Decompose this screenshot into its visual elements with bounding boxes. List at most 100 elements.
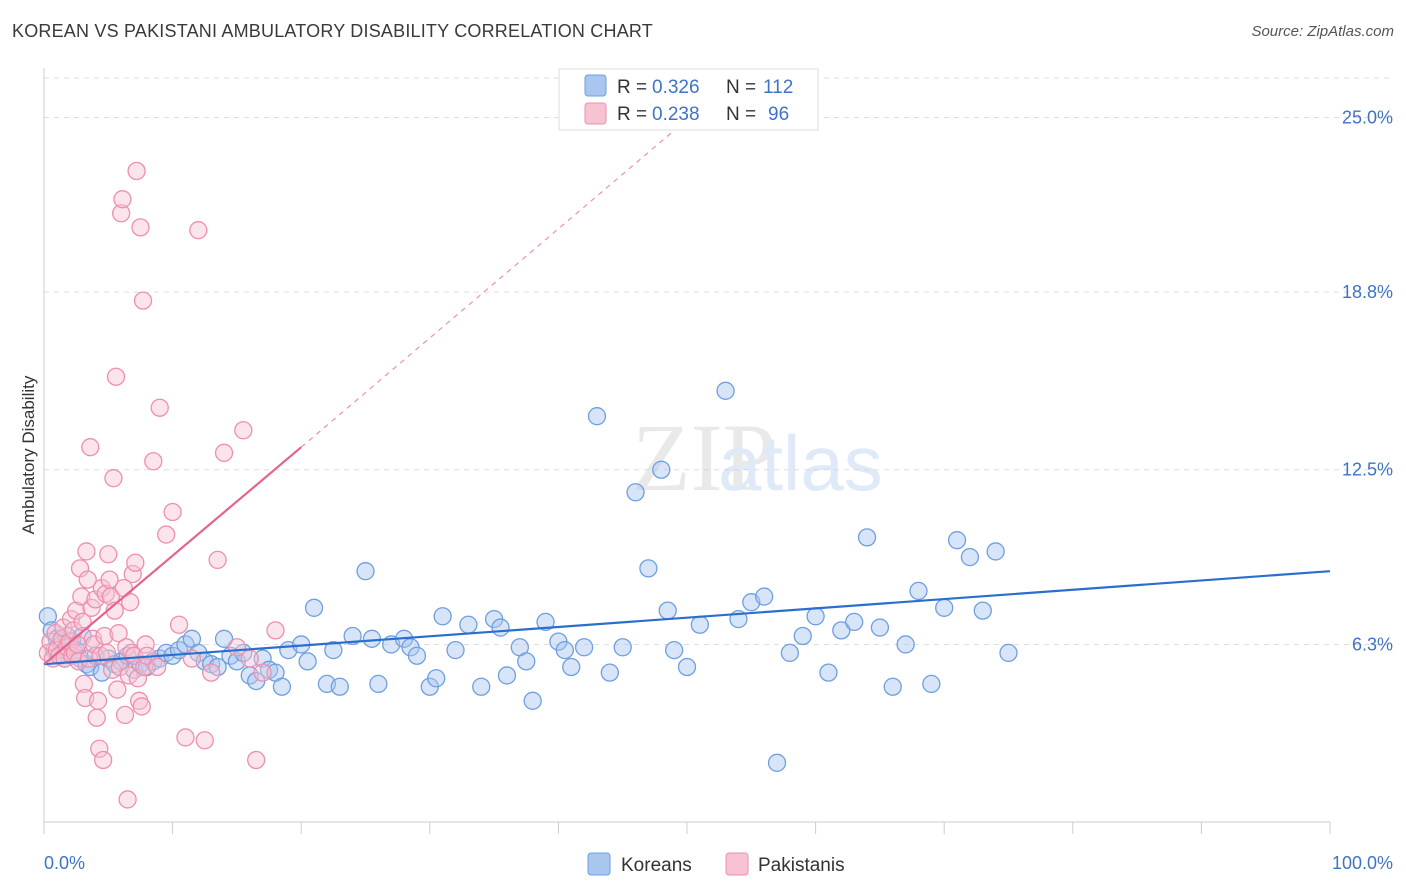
koreans-point (523, 691, 542, 710)
koreans-point (562, 657, 581, 677)
pakistanis-point (104, 469, 123, 488)
axes (43, 68, 1331, 834)
x-tick-label: 0.0% (44, 853, 85, 873)
pakistanis-point (150, 398, 169, 417)
pakistanis-point (87, 708, 106, 727)
koreans-point (304, 598, 324, 617)
koreans-point (935, 598, 954, 617)
pakistanis-point (132, 697, 151, 716)
koreans-point (587, 407, 607, 426)
legend-r-value-koreans: 0.326 (652, 77, 700, 98)
pakistanis-point (133, 291, 153, 310)
legend-n-value-koreans: 112 (763, 77, 793, 98)
koreans-trend-line (43, 570, 1331, 666)
pakistanis-point (240, 649, 259, 668)
koreans-point (427, 669, 446, 688)
pakistanis-trend-line (43, 446, 302, 666)
koreans-point (652, 460, 671, 479)
pakistanis-point (96, 584, 115, 603)
koreans-point (845, 612, 864, 632)
pakistanis-point (169, 615, 189, 634)
x-tick-labels: 0.0% 100.0% (44, 853, 1393, 873)
koreans-point (497, 666, 517, 685)
legend-swatch-pakistanis (584, 102, 607, 125)
legend-r-label: R = (617, 77, 647, 98)
pakistanis-point (77, 542, 96, 561)
koreans-point (600, 663, 619, 682)
pakistanis-point (144, 452, 163, 471)
pakistanis-point (67, 601, 86, 620)
pakistanis-trend-extension (300, 97, 714, 448)
pakistanis-point (83, 629, 103, 648)
pakistanis-point (112, 204, 131, 223)
pakistanis-point (86, 590, 105, 609)
koreans-point (947, 531, 967, 550)
legend-label-pakistanis: Pakistanis (758, 855, 845, 876)
legend-n-label: N = (726, 104, 756, 125)
koreans-point (214, 629, 234, 648)
legend-n-value-pakistanis: 96 (768, 104, 789, 125)
legend-n-label: N = (726, 77, 756, 98)
legend-swatch-pakistanis (725, 852, 749, 876)
pakistanis-point (90, 739, 109, 758)
koreans-point (793, 626, 812, 646)
koreans-point (253, 649, 272, 668)
pakistanis-point (148, 657, 167, 677)
pakistanis-point (195, 731, 214, 750)
pakistanis-point (109, 624, 128, 643)
koreans-point (472, 677, 491, 696)
x-tick-label: 100.0% (1332, 853, 1393, 873)
koreans-point (909, 581, 928, 601)
koreans-point (459, 615, 478, 634)
pakistanis-point (202, 663, 221, 682)
watermark-atlas: atlas (718, 419, 883, 507)
pakistanis-point (163, 502, 182, 522)
koreans-point (832, 621, 851, 640)
pakistanis-point (157, 525, 176, 544)
chart-title: KOREAN VS PAKISTANI AMBULATORY DISABILIT… (12, 21, 653, 41)
y-tick-label: 12.5% (1342, 460, 1393, 480)
y-tick-label: 25.0% (1342, 107, 1393, 127)
pakistanis-point (113, 190, 132, 209)
koreans-point (298, 652, 317, 671)
koreans-point (960, 547, 980, 567)
pakistanis-point (115, 705, 135, 725)
pakistanis-point (253, 663, 272, 682)
koreans-point (491, 618, 510, 637)
koreans-point (446, 640, 465, 660)
y-tick-label: 6.3% (1352, 634, 1393, 654)
koreans-point (324, 640, 343, 660)
koreans-point (999, 643, 1018, 663)
pakistanis-point (81, 438, 100, 457)
koreans-point (677, 657, 697, 677)
pakistanis-point (176, 728, 195, 747)
pakistanis-point (79, 649, 99, 668)
legend-swatch-koreans (584, 74, 607, 97)
koreans-point (806, 607, 825, 626)
pakistanis-point (101, 587, 121, 606)
koreans-point (517, 652, 536, 671)
koreans-point (819, 663, 838, 682)
pakistanis-point (123, 564, 142, 584)
pakistanis-point (88, 691, 108, 710)
pakistanis-point (121, 593, 140, 612)
koreans-point (272, 677, 292, 696)
koreans-point (369, 674, 388, 694)
y-tick-label: 18.8% (1342, 282, 1393, 302)
koreans-point (986, 542, 1005, 561)
pakistanis-point (108, 680, 127, 699)
pakistanis-point (247, 750, 266, 770)
watermark-zip: ZIP (632, 404, 776, 511)
koreans-point (780, 643, 800, 663)
pakistanis-point (72, 587, 91, 606)
koreans-point (433, 607, 452, 626)
trend-lines (43, 97, 1331, 666)
pakistanis-point (126, 553, 145, 572)
pakistanis-point (189, 221, 208, 240)
koreans-point (973, 601, 992, 620)
pakistanis-point (214, 443, 234, 462)
koreans-point (870, 618, 890, 637)
pakistanis-point (97, 643, 117, 663)
legend-swatch-koreans (587, 852, 611, 876)
